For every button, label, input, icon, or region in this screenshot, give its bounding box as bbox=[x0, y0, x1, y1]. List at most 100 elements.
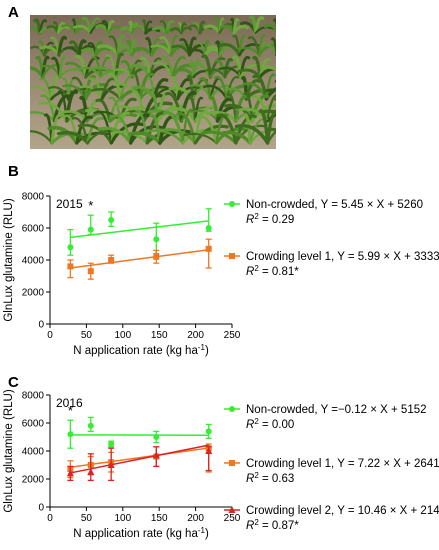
y-tick-label: 2000 bbox=[22, 475, 45, 486]
maize-leaf bbox=[264, 127, 276, 132]
maize-leaf bbox=[129, 39, 138, 57]
legend-marker bbox=[228, 506, 236, 513]
data-point bbox=[205, 447, 213, 454]
maize-leaf bbox=[91, 87, 122, 101]
maize-leaf bbox=[176, 78, 192, 101]
x-tick-label: 200 bbox=[187, 330, 204, 341]
legend-marker bbox=[229, 201, 235, 207]
maize-leaf bbox=[107, 25, 122, 35]
maize-leaf bbox=[164, 92, 183, 123]
chart-2016-series-crowding-level-2 bbox=[66, 444, 213, 482]
legend-r-squared: R2 = 0.81* bbox=[246, 264, 299, 278]
maize-leaf bbox=[159, 36, 173, 57]
maize-leaf bbox=[176, 112, 197, 145]
maize-leaf bbox=[116, 34, 125, 57]
maize-leaf bbox=[50, 113, 63, 145]
x-tick-label: 250 bbox=[224, 513, 241, 524]
data-point bbox=[67, 244, 74, 251]
chart-2015-series-non-crowded bbox=[67, 208, 212, 256]
chart-2015-series-crowding-level-1 bbox=[67, 238, 212, 280]
maize-leaf bbox=[95, 98, 112, 123]
data-point bbox=[152, 451, 160, 459]
legend-r-squared: R2 = 0.87* bbox=[246, 518, 299, 532]
data-point bbox=[107, 461, 115, 468]
x-tick-label: 50 bbox=[81, 330, 93, 341]
maize-leaf bbox=[215, 113, 229, 145]
maize-leaf bbox=[56, 131, 90, 145]
panel-b-letter: B bbox=[8, 163, 19, 180]
maize-field-photo bbox=[30, 15, 276, 149]
maize-leaf bbox=[223, 57, 233, 79]
maize-leaf bbox=[119, 74, 137, 101]
y-axis-label: GlnLux glutamine (RLU) bbox=[3, 198, 15, 322]
maize-leaf bbox=[144, 27, 161, 35]
legend-marker bbox=[229, 406, 235, 412]
maize-leaf bbox=[170, 107, 197, 123]
maize-leaf bbox=[254, 16, 265, 35]
legend-equation: Crowding level 1, Y = 7.22 × X + 2641 bbox=[246, 458, 439, 470]
data-point bbox=[108, 217, 115, 223]
x-tick-label: 50 bbox=[81, 513, 93, 524]
maize-leaf bbox=[186, 74, 195, 101]
x-tick-label: 200 bbox=[187, 513, 204, 524]
chart-2016: 2016 0 2000 4000 6000 8000 0 50 100 150 200 250 N ap… bbox=[3, 389, 439, 540]
x-tick-label: 100 bbox=[114, 330, 131, 341]
maize-leaf bbox=[193, 124, 229, 145]
maize-leaf bbox=[100, 84, 125, 101]
maize-leaf bbox=[225, 84, 252, 101]
maize-leaf bbox=[234, 94, 250, 123]
maize-leaf bbox=[205, 110, 238, 123]
regression-line bbox=[70, 249, 209, 269]
data-point bbox=[87, 226, 94, 233]
maize-leaf bbox=[75, 115, 93, 145]
chart-2016-title: 2016 bbox=[56, 396, 83, 410]
maize-leaf bbox=[111, 114, 132, 145]
data-point bbox=[205, 428, 212, 435]
legend-equation: Crowding level 2, Y = 10.46 × X + 2140 bbox=[246, 505, 439, 517]
maize-leaf bbox=[183, 132, 218, 145]
x-tick-label: 100 bbox=[114, 513, 131, 524]
maize-leaf bbox=[77, 44, 94, 57]
x-axis-label: N application rate (kg ha-1) bbox=[73, 343, 209, 357]
maize-leaf bbox=[198, 115, 218, 145]
y-tick-label: 0 bbox=[38, 503, 44, 514]
maize-leaf bbox=[30, 130, 54, 145]
maize-leaf bbox=[84, 56, 100, 79]
y-axis-label: GlnLux glutamine (RLU) bbox=[3, 389, 15, 513]
maize-leaf bbox=[30, 111, 56, 123]
maize-leaf bbox=[56, 26, 70, 35]
maize-leaf bbox=[181, 128, 220, 145]
maize-leaf bbox=[129, 113, 150, 145]
maize-leaf bbox=[107, 72, 122, 101]
maize-leaf bbox=[47, 126, 79, 145]
x-tick-label: 0 bbox=[47, 513, 53, 524]
maize-leaf bbox=[40, 94, 56, 123]
maize-leaf bbox=[49, 75, 59, 101]
data-point bbox=[67, 431, 74, 438]
maize-leaf bbox=[158, 129, 191, 145]
maize-leaf bbox=[179, 91, 197, 123]
maize-leaf bbox=[120, 59, 134, 79]
maize-leaf bbox=[234, 124, 270, 145]
data-point bbox=[87, 422, 94, 429]
chart-2015-title: 2015 bbox=[56, 197, 83, 211]
maize-leaf bbox=[188, 43, 208, 57]
chart-2016-series-non-crowded bbox=[67, 416, 212, 449]
x-tick-label: 150 bbox=[151, 330, 168, 341]
maize-leaf bbox=[199, 77, 213, 101]
significance-star: * bbox=[88, 198, 93, 213]
maize-leaf bbox=[52, 94, 71, 123]
y-tick-label: 6000 bbox=[22, 419, 45, 430]
maize-leaf bbox=[266, 129, 276, 145]
legend-marker bbox=[229, 253, 235, 259]
maize-leaf bbox=[64, 114, 78, 145]
y-tick-label: 4000 bbox=[22, 447, 45, 458]
maize-leaf bbox=[128, 131, 162, 145]
maize-leaf bbox=[138, 72, 155, 101]
maize-leaf bbox=[201, 54, 213, 79]
maize-leaf bbox=[94, 47, 111, 57]
maize-leaf bbox=[180, 26, 192, 35]
x-tick-label: 150 bbox=[151, 513, 168, 524]
maize-leaf bbox=[57, 35, 68, 57]
maize-leaf bbox=[260, 65, 276, 72]
